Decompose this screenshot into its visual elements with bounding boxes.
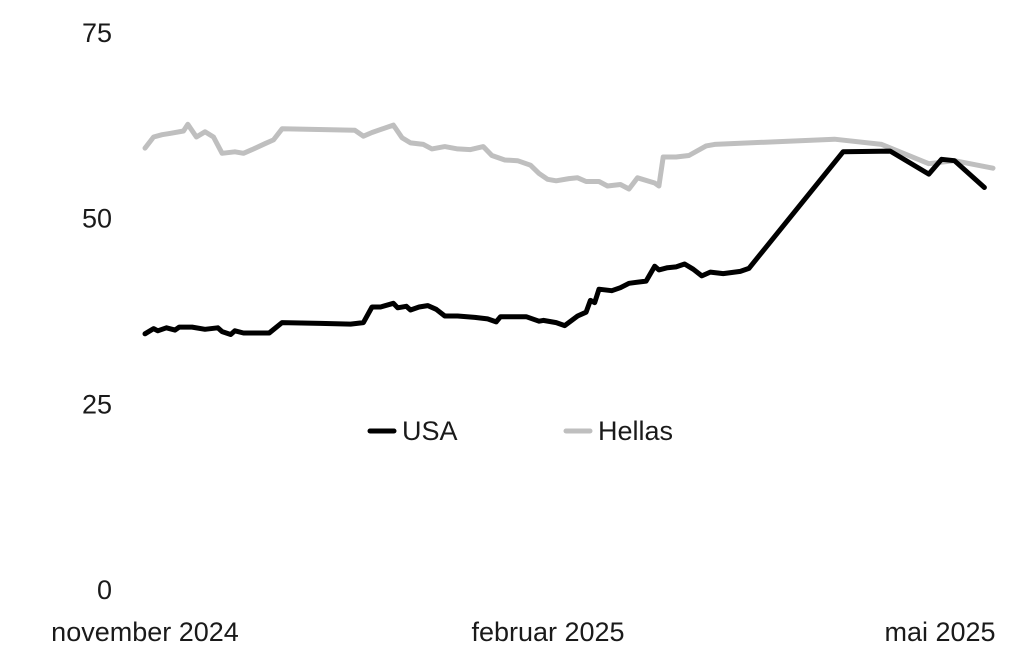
series-lines [142,121,996,337]
y-tick-label: 75 [82,18,112,48]
y-axis-tick-labels: 0 25 50 75 [82,18,112,605]
legend-label-usa: USA [402,416,458,446]
series-line-hellas [142,121,996,192]
x-tick-label: mai 2025 [884,617,995,647]
y-tick-label: 25 [82,389,112,419]
legend-label-hellas: Hellas [598,416,673,446]
x-tick-label: februar 2025 [471,617,624,647]
y-tick-label: 0 [97,575,112,605]
y-tick-label: 50 [82,204,112,234]
series-line-usa [142,148,987,337]
legend: USA Hellas [367,416,673,446]
x-tick-label: november 2024 [51,617,239,647]
x-axis-tick-labels: november 2024 februar 2025 mai 2025 [51,617,995,647]
